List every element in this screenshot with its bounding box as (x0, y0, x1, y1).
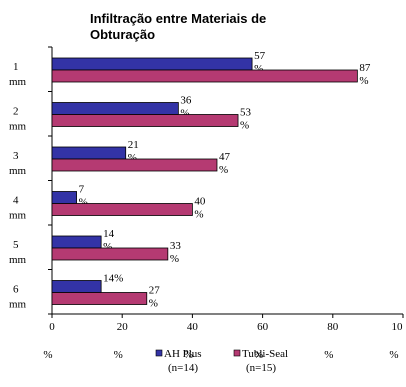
data-label: % (103, 241, 112, 253)
y-tick-label-unit: mm (9, 121, 27, 133)
data-label: % (254, 63, 263, 75)
legend-swatch (233, 349, 241, 357)
data-label: 21 (128, 139, 139, 151)
data-label: 40 (194, 196, 206, 208)
legend: AH Plus (n=14) Tubli-Seal (n=15) (155, 348, 288, 374)
y-tick-label-unit: mm (9, 76, 27, 88)
y-tick-label-unit: mm (9, 299, 27, 311)
chart-title-line-2: Obturação (90, 27, 155, 42)
bar-tubli-seal-1 (51, 69, 358, 83)
bar-ah-plus-5 (51, 235, 102, 249)
x-tick-label-number: 10 (392, 321, 404, 333)
data-label: % (240, 120, 249, 132)
legend-sample-size: (n=15) (246, 362, 276, 374)
bar-ah-plus-2 (51, 102, 179, 115)
y-tick-label-number: 4 (13, 195, 19, 207)
y-tick-label-unit: mm (9, 165, 27, 177)
bar-ah-plus-4 (51, 191, 77, 204)
bar-tubli-seal-5 (51, 247, 169, 261)
bar-ah-plus-3 (51, 146, 127, 160)
data-label: 87 (359, 62, 371, 74)
y-tick-label-unit: mm (9, 210, 27, 222)
x-tick-label-unit: % (43, 349, 52, 361)
y-tick-label-number: 6 (13, 284, 19, 296)
data-label: 33 (170, 240, 182, 252)
x-tick-label-number: 80 (327, 321, 339, 333)
y-axis-labels: 1 mm 2 mm 3 mm 4 mm 5 mm 6 mm (9, 61, 27, 311)
x-tick-label-number: 40 (187, 321, 199, 333)
x-tick-label-number: 0 (49, 321, 55, 333)
data-label: % (79, 197, 88, 209)
y-tick-label-number: 3 (13, 150, 19, 162)
x-tick-label-unit: % (184, 349, 193, 361)
data-label: % (219, 164, 228, 176)
legend-sample-size: (n=14) (168, 362, 198, 374)
x-tick-label-unit: % (324, 349, 333, 361)
y-tick-label-number: 1 (13, 61, 19, 73)
x-tick-label-unit: % (114, 349, 123, 361)
x-tick-label-number: 20 (117, 321, 129, 333)
legend-label: Tubli-Seal (242, 348, 288, 360)
data-label: 7 (79, 184, 85, 196)
bar-tubli-seal-3 (51, 158, 218, 172)
data-label: 14% (103, 273, 123, 285)
data-label: % (180, 108, 189, 120)
legend-label: AH Plus (164, 348, 202, 360)
data-label: % (170, 253, 179, 265)
x-tick-label-number: 60 (257, 321, 269, 333)
bar-ah-plus-6 (51, 280, 102, 293)
x-axis-labels: 0% 20% 40% 60% 80% 10% (43, 321, 403, 361)
y-tick-label-number: 2 (13, 106, 19, 118)
data-label: % (194, 209, 203, 221)
y-tick-label-number: 5 (13, 239, 19, 251)
data-label: 57 (254, 50, 266, 62)
y-tick-label-unit: mm (9, 254, 27, 266)
bar-tubli-seal-4 (51, 203, 193, 216)
data-label: 36 (180, 95, 192, 107)
data-label: % (149, 298, 158, 310)
plot-area: 57% 87%36% 53%21% 47%7% 40%14% 33%14%27% (48, 46, 404, 318)
bar-ah-plus-1 (51, 57, 253, 71)
legend-swatch (155, 349, 163, 357)
data-label: % (128, 152, 137, 164)
data-label: 53 (240, 107, 252, 119)
bar-tubli-seal-6 (51, 292, 148, 305)
x-tick-label-unit: % (254, 349, 263, 361)
data-label: 14 (103, 228, 115, 240)
data-label: 27 (149, 285, 161, 297)
data-label: 47 (219, 151, 231, 163)
data-label: % (359, 75, 368, 87)
chart-title-line-1: Infiltração entre Materiais de (90, 11, 266, 26)
bar-tubli-seal-2 (51, 114, 239, 127)
x-tick-label-unit: % (389, 349, 398, 361)
